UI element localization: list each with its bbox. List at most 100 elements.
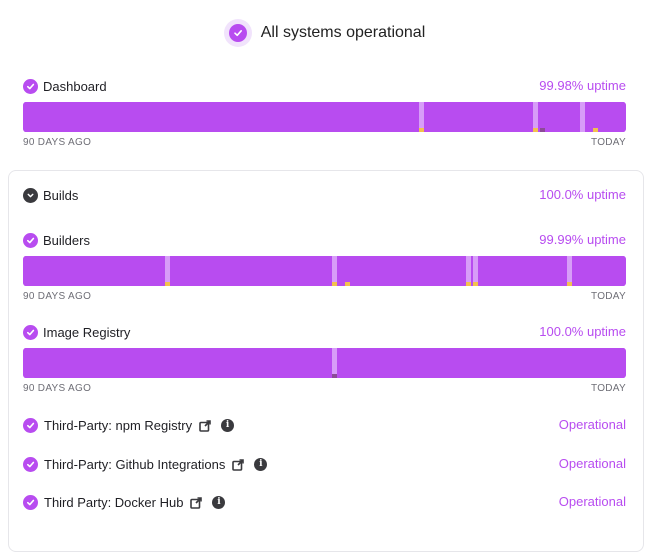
- uptime-day[interactable]: [372, 348, 378, 378]
- uptime-day[interactable]: [151, 348, 157, 378]
- uptime-day[interactable]: [492, 256, 498, 286]
- uptime-day[interactable]: [392, 256, 398, 286]
- uptime-day[interactable]: [278, 348, 284, 378]
- uptime-day[interactable]: [238, 102, 244, 132]
- uptime-day[interactable]: [191, 348, 197, 378]
- uptime-day[interactable]: [131, 348, 137, 378]
- uptime-day[interactable]: [445, 256, 451, 286]
- uptime-day[interactable]: [191, 256, 197, 286]
- uptime-day[interactable]: [117, 348, 123, 378]
- uptime-day[interactable]: [358, 348, 364, 378]
- uptime-day[interactable]: [432, 256, 438, 286]
- uptime-day[interactable]: [50, 102, 56, 132]
- uptime-day[interactable]: [131, 256, 137, 286]
- uptime-day[interactable]: [157, 102, 163, 132]
- uptime-day[interactable]: [419, 102, 425, 132]
- uptime-day[interactable]: [486, 102, 492, 132]
- uptime-day[interactable]: [90, 102, 96, 132]
- uptime-day[interactable]: [57, 256, 63, 286]
- uptime-day[interactable]: [332, 102, 338, 132]
- uptime-day[interactable]: [37, 348, 43, 378]
- uptime-day[interactable]: [506, 348, 512, 378]
- uptime-day[interactable]: [311, 256, 317, 286]
- uptime-day[interactable]: [486, 348, 492, 378]
- uptime-day[interactable]: [131, 102, 137, 132]
- uptime-day[interactable]: [291, 348, 297, 378]
- uptime-day[interactable]: [492, 348, 498, 378]
- uptime-day[interactable]: [432, 102, 438, 132]
- uptime-day[interactable]: [486, 256, 492, 286]
- uptime-day[interactable]: [499, 102, 505, 132]
- uptime-day[interactable]: [466, 256, 472, 286]
- uptime-day[interactable]: [452, 102, 458, 132]
- group-builds[interactable]: Builds 100.0% uptime: [23, 185, 626, 205]
- uptime-day[interactable]: [533, 102, 539, 132]
- uptime-day[interactable]: [372, 256, 378, 286]
- uptime-day[interactable]: [459, 256, 465, 286]
- uptime-day[interactable]: [204, 102, 210, 132]
- uptime-day[interactable]: [144, 256, 150, 286]
- uptime-day[interactable]: [137, 348, 143, 378]
- uptime-day[interactable]: [177, 348, 183, 378]
- uptime-day[interactable]: [278, 102, 284, 132]
- uptime-day[interactable]: [539, 256, 545, 286]
- uptime-day[interactable]: [57, 348, 63, 378]
- uptime-day[interactable]: [345, 102, 351, 132]
- uptime-day[interactable]: [479, 256, 485, 286]
- uptime-day[interactable]: [345, 348, 351, 378]
- uptime-day[interactable]: [77, 348, 83, 378]
- uptime-day[interactable]: [593, 256, 599, 286]
- uptime-day[interactable]: [606, 256, 612, 286]
- uptime-day[interactable]: [620, 102, 626, 132]
- uptime-day[interactable]: [399, 348, 405, 378]
- uptime-day[interactable]: [385, 256, 391, 286]
- uptime-day[interactable]: [600, 102, 606, 132]
- uptime-day[interactable]: [378, 348, 384, 378]
- uptime-day[interactable]: [311, 348, 317, 378]
- uptime-day[interactable]: [117, 102, 123, 132]
- uptime-day[interactable]: [526, 256, 532, 286]
- uptime-day[interactable]: [285, 256, 291, 286]
- uptime-day[interactable]: [553, 348, 559, 378]
- uptime-day[interactable]: [291, 256, 297, 286]
- uptime-day[interactable]: [177, 102, 183, 132]
- uptime-day[interactable]: [124, 102, 130, 132]
- uptime-day[interactable]: [419, 256, 425, 286]
- uptime-day[interactable]: [445, 102, 451, 132]
- uptime-day[interactable]: [97, 102, 103, 132]
- uptime-day[interactable]: [37, 256, 43, 286]
- uptime-day[interactable]: [30, 348, 36, 378]
- uptime-day[interactable]: [452, 256, 458, 286]
- uptime-day[interactable]: [43, 256, 49, 286]
- chevron-down-icon[interactable]: [23, 187, 38, 203]
- uptime-day[interactable]: [519, 256, 525, 286]
- uptime-day[interactable]: [64, 348, 70, 378]
- uptime-day[interactable]: [425, 256, 431, 286]
- info-icon[interactable]: i: [254, 457, 268, 471]
- uptime-day[interactable]: [198, 348, 204, 378]
- uptime-day[interactable]: [573, 102, 579, 132]
- uptime-day[interactable]: [539, 102, 545, 132]
- uptime-day[interactable]: [479, 348, 485, 378]
- uptime-day[interactable]: [110, 102, 116, 132]
- uptime-day[interactable]: [466, 348, 472, 378]
- uptime-day[interactable]: [325, 348, 331, 378]
- uptime-day[interactable]: [184, 348, 190, 378]
- uptime-day[interactable]: [258, 102, 264, 132]
- uptime-day[interactable]: [224, 256, 230, 286]
- uptime-day[interactable]: [144, 348, 150, 378]
- uptime-day[interactable]: [472, 256, 478, 286]
- uptime-day[interactable]: [157, 348, 163, 378]
- uptime-day[interactable]: [110, 348, 116, 378]
- uptime-day[interactable]: [358, 256, 364, 286]
- uptime-day[interactable]: [285, 348, 291, 378]
- uptime-day[interactable]: [405, 348, 411, 378]
- uptime-day[interactable]: [251, 348, 257, 378]
- uptime-day[interactable]: [84, 102, 90, 132]
- uptime-day[interactable]: [244, 256, 250, 286]
- uptime-day[interactable]: [546, 102, 552, 132]
- uptime-day[interactable]: [218, 348, 224, 378]
- uptime-day[interactable]: [566, 102, 572, 132]
- uptime-day[interactable]: [352, 102, 358, 132]
- uptime-day[interactable]: [305, 348, 311, 378]
